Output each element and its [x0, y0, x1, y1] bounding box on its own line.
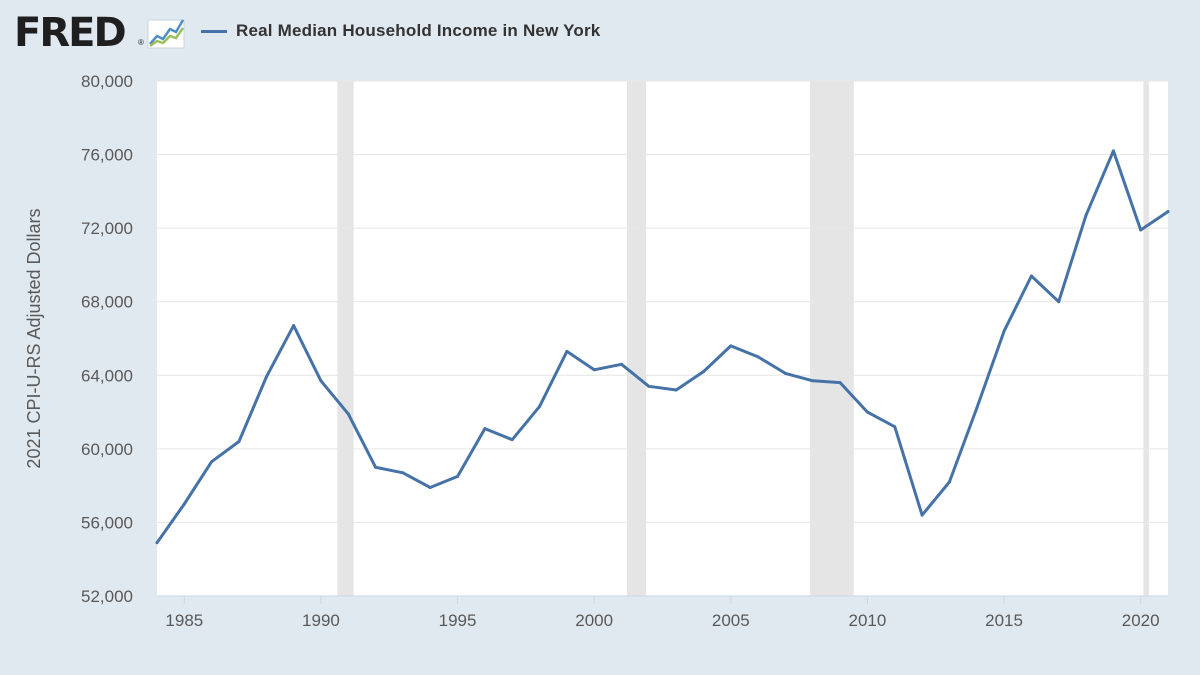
data-point [838, 381, 842, 385]
x-tick-label: 2005 [712, 611, 750, 630]
x-tick-label: 1990 [302, 611, 340, 630]
y-axis-label: 2021 CPI-U-RS Adjusted Dollars [24, 208, 44, 468]
y-tick-label: 52,000 [81, 587, 133, 606]
recession-band [1143, 81, 1149, 596]
data-point [893, 425, 897, 429]
data-point [319, 379, 323, 383]
data-point [182, 502, 186, 506]
y-tick-label: 56,000 [81, 513, 133, 532]
chart-legend[interactable]: Real Median Household Income in New York [201, 19, 600, 43]
data-point [975, 406, 979, 410]
registered-mark: ® [138, 38, 144, 47]
recession-band [337, 81, 354, 596]
data-point [947, 480, 951, 484]
data-point [565, 349, 569, 353]
y-axis-ticks: 52,000 56,000 60,000 64,000 68,000 72,000 76,0… [81, 72, 133, 606]
x-tick-label: 2020 [1122, 611, 1160, 630]
recession-band [810, 81, 854, 596]
series-line [155, 149, 1170, 545]
data-point [237, 440, 241, 443]
data-point [1084, 213, 1088, 217]
data-point [920, 513, 924, 517]
header: FRED ® Real Median Household Income in N… [0, 0, 1200, 62]
y-tick-label: 76,000 [81, 146, 133, 165]
x-tick-label: 2000 [575, 611, 613, 630]
data-point [510, 438, 514, 442]
data-point [1139, 228, 1143, 232]
data-point [811, 379, 815, 383]
data-point [756, 355, 760, 359]
data-point [783, 371, 787, 375]
data-point [674, 388, 678, 392]
data-point [592, 368, 596, 372]
data-point [1029, 274, 1033, 278]
fred-logo[interactable]: FRED [14, 10, 127, 56]
x-tick-label: 2010 [849, 611, 887, 630]
data-point [210, 460, 214, 464]
grid-lines [157, 80, 1168, 597]
legend-swatch [201, 29, 227, 33]
y-tick-label: 80,000 [81, 72, 133, 91]
data-point [264, 375, 268, 379]
series-layer [155, 149, 1170, 545]
data-point [865, 410, 869, 414]
data-point [428, 485, 432, 489]
plot-area [157, 81, 1168, 596]
data-point [729, 344, 733, 348]
legend-series-label: Real Median Household Income in New York [236, 21, 601, 40]
data-point [1166, 210, 1170, 214]
line-chart-icon [147, 19, 185, 49]
data-point [374, 465, 378, 469]
data-point [538, 405, 542, 409]
x-tick-label: 1985 [165, 611, 203, 630]
data-point [456, 474, 460, 478]
data-point [1002, 329, 1006, 333]
data-point [1057, 300, 1061, 304]
data-point [1111, 149, 1115, 153]
y-tick-label: 60,000 [81, 440, 133, 459]
data-point [620, 362, 624, 366]
data-point [401, 471, 405, 475]
x-tick-label: 2015 [985, 611, 1023, 630]
data-point [701, 370, 705, 374]
y-tick-label: 64,000 [81, 366, 133, 385]
x-tick-label: 1995 [439, 611, 477, 630]
recession-band [626, 81, 647, 596]
data-point [346, 412, 350, 416]
data-point [292, 324, 296, 328]
x-axis-ticks: 1985 1990 1995 2000 2005 2010 2015 2020 [165, 596, 1160, 630]
data-point [647, 384, 651, 388]
y-tick-label: 72,000 [81, 219, 133, 238]
y-tick-label: 68,000 [81, 293, 133, 312]
data-point [155, 541, 159, 545]
data-point [483, 427, 487, 431]
recession-shading [337, 81, 1149, 596]
